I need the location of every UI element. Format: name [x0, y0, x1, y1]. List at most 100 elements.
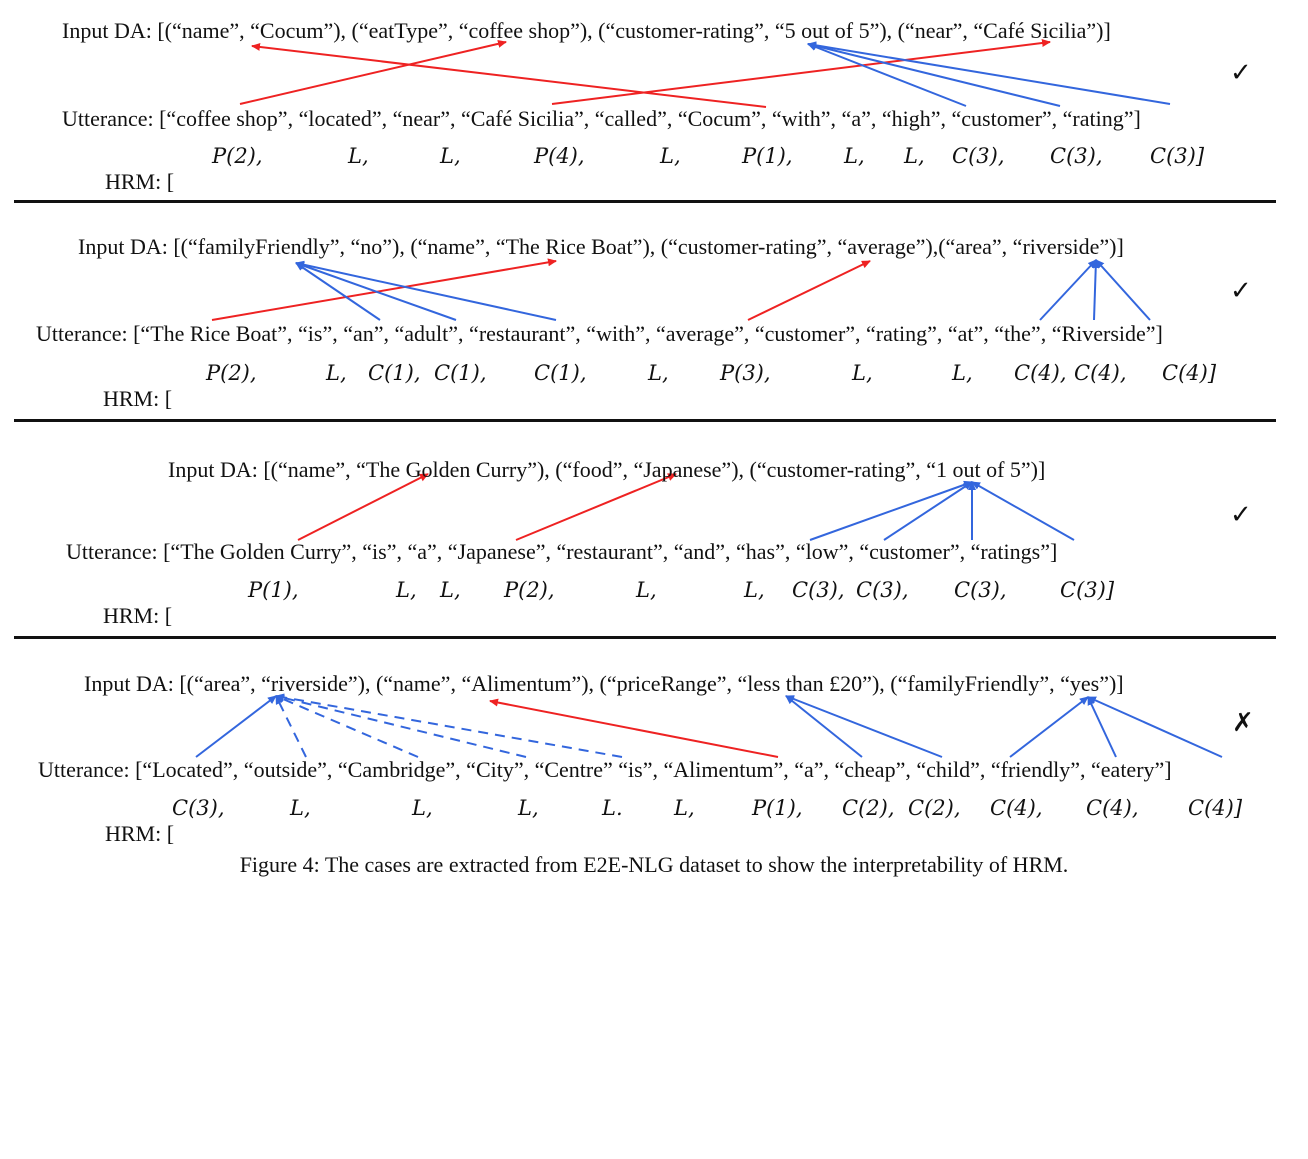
check-icon: ✓	[1230, 500, 1252, 530]
hrm-token: C(3),	[172, 796, 225, 820]
hrm-token: L,	[674, 796, 695, 820]
panel-4-input-da: Input DA: [(“area”, “riverside”), (“name…	[84, 671, 1124, 696]
red-alignment-arrow	[211, 258, 557, 321]
red-alignment-arrow	[515, 473, 677, 541]
panel-1-input-da: Input DA: [(“name”, “Cocum”), (“eatType”…	[62, 18, 1111, 43]
hrm-token: L.	[602, 796, 623, 820]
hrm-token: C(4),	[990, 796, 1043, 820]
hrm-token: P(4),	[534, 144, 585, 168]
hrm-token: C(3)]	[1150, 144, 1205, 168]
divider	[14, 636, 1276, 639]
blue-alignment-arrow	[275, 695, 307, 758]
alignment-arrows	[195, 39, 1223, 758]
hrm-token: L,	[326, 361, 347, 385]
red-alignment-arrow	[551, 39, 1051, 105]
blue-alignment-arrow	[809, 480, 973, 541]
hrm-token: C(4)]	[1188, 796, 1243, 820]
hrm-token: P(1),	[752, 796, 803, 820]
panel-3-input-da: Input DA: [(“name”, “The Golden Curry”),…	[168, 457, 1046, 482]
blue-alignment-arrow	[1009, 696, 1089, 758]
hrm-token: P(1),	[742, 144, 793, 168]
red-alignment-arrow	[251, 42, 767, 108]
hrm-token: L,	[952, 361, 973, 385]
hrm-token: C(4),	[1086, 796, 1139, 820]
hrm-prefix: HRM: [	[103, 603, 173, 628]
blue-alignment-arrow	[807, 42, 1061, 107]
hrm-token: C(3),	[856, 578, 909, 602]
check-icon: ✓	[1230, 276, 1252, 306]
panel-2-hrm: HRM: [ P(2), L, C(1), C(1), C(1), L, P(3…	[92, 360, 1272, 411]
blue-alignment-arrow	[1087, 696, 1117, 758]
blue-alignment-arrow	[295, 261, 457, 321]
hrm-token: L,	[412, 796, 433, 820]
hrm-token: L,	[348, 144, 369, 168]
panel-1-hrm: HRM: [ P(2), L, L, P(4), L, P(1), L, L, …	[94, 143, 1274, 194]
figure-caption: Figure 4: The cases are extracted from E…	[239, 852, 1069, 877]
hrm-token: L,	[396, 578, 417, 602]
red-alignment-arrow	[239, 39, 507, 105]
hrm-token: L,	[518, 796, 539, 820]
blue-alignment-arrow	[807, 41, 1171, 105]
hrm-token: L,	[744, 578, 765, 602]
red-alignment-arrow	[297, 473, 429, 541]
hrm-token: C(4),	[1074, 361, 1127, 385]
divider	[14, 200, 1276, 203]
red-alignment-arrow	[747, 260, 871, 321]
hrm-token: L,	[904, 144, 925, 168]
hrm-token: P(1),	[248, 578, 299, 602]
hrm-prefix: HRM: [	[105, 169, 175, 194]
blue-alignment-arrow	[295, 260, 557, 321]
hrm-token: L,	[660, 144, 681, 168]
hrm-token: L,	[290, 796, 311, 820]
panel-4-utterance: Utterance: [“Located”, “outside”, “Cambr…	[38, 757, 1172, 782]
blue-alignment-arrow	[785, 695, 943, 758]
hrm-token: C(3),	[954, 578, 1007, 602]
check-icon: ✓	[1230, 58, 1252, 88]
hrm-token: P(3),	[720, 361, 771, 385]
hrm-token: P(2),	[212, 144, 263, 168]
blue-alignment-arrow	[195, 695, 277, 758]
red-alignment-arrow	[489, 698, 779, 758]
hrm-token: L,	[648, 361, 669, 385]
hrm-prefix: HRM: [	[103, 386, 173, 411]
blue-alignment-arrow	[275, 693, 623, 758]
hrm-token: C(4),	[1014, 361, 1067, 385]
hrm-token: L,	[844, 144, 865, 168]
hrm-token: P(2),	[206, 361, 257, 385]
panel-2-input-da: Input DA: [(“familyFriendly”, “no”), (“n…	[78, 234, 1124, 259]
panel-1-utterance: Utterance: [“coffee shop”, “located”, “n…	[62, 106, 1141, 131]
hrm-token: L,	[440, 578, 461, 602]
blue-alignment-arrow	[275, 694, 527, 758]
blue-alignment-arrow	[295, 262, 381, 321]
cross-icon: ✗	[1232, 708, 1254, 738]
hrm-token: P(2),	[504, 578, 555, 602]
hrm-token: L,	[440, 144, 461, 168]
blue-alignment-arrow	[275, 695, 419, 758]
hrm-token: C(3)]	[1060, 578, 1115, 602]
hrm-token: C(2),	[842, 796, 895, 820]
hrm-token: L,	[852, 361, 873, 385]
hrm-token: C(3),	[1050, 144, 1103, 168]
panel-3-hrm: HRM: [ P(1), L, L, P(2), L, L, C(3), C(3…	[92, 577, 1272, 628]
hrm-token: C(1),	[368, 361, 421, 385]
divider	[14, 419, 1276, 422]
hrm-token: C(3),	[952, 144, 1005, 168]
blue-alignment-arrow	[1087, 696, 1223, 758]
hrm-token: C(1),	[534, 361, 587, 385]
panel-4-hrm: HRM: [ C(3), L, L, L, L. L, P(1), C(2), …	[94, 795, 1274, 846]
blue-alignment-arrow	[785, 695, 863, 758]
hrm-token: C(1),	[434, 361, 487, 385]
panel-3-utterance: Utterance: [“The Golden Curry”, “is”, “a…	[66, 539, 1058, 564]
hrm-token: C(2),	[908, 796, 961, 820]
panel-2-utterance: Utterance: [“The Rice Boat”, “is”, “an”,…	[36, 321, 1163, 346]
hrm-token: C(3),	[792, 578, 845, 602]
hrm-prefix: HRM: [	[105, 821, 175, 846]
blue-alignment-arrow	[1091, 259, 1100, 321]
hrm-token: C(4)]	[1162, 361, 1217, 385]
blue-alignment-arrow	[1039, 259, 1097, 321]
blue-alignment-arrow	[807, 43, 967, 107]
blue-alignment-arrow	[883, 481, 973, 541]
blue-alignment-arrow	[971, 481, 1075, 541]
blue-alignment-arrow	[1095, 259, 1151, 321]
hrm-token: L,	[636, 578, 657, 602]
